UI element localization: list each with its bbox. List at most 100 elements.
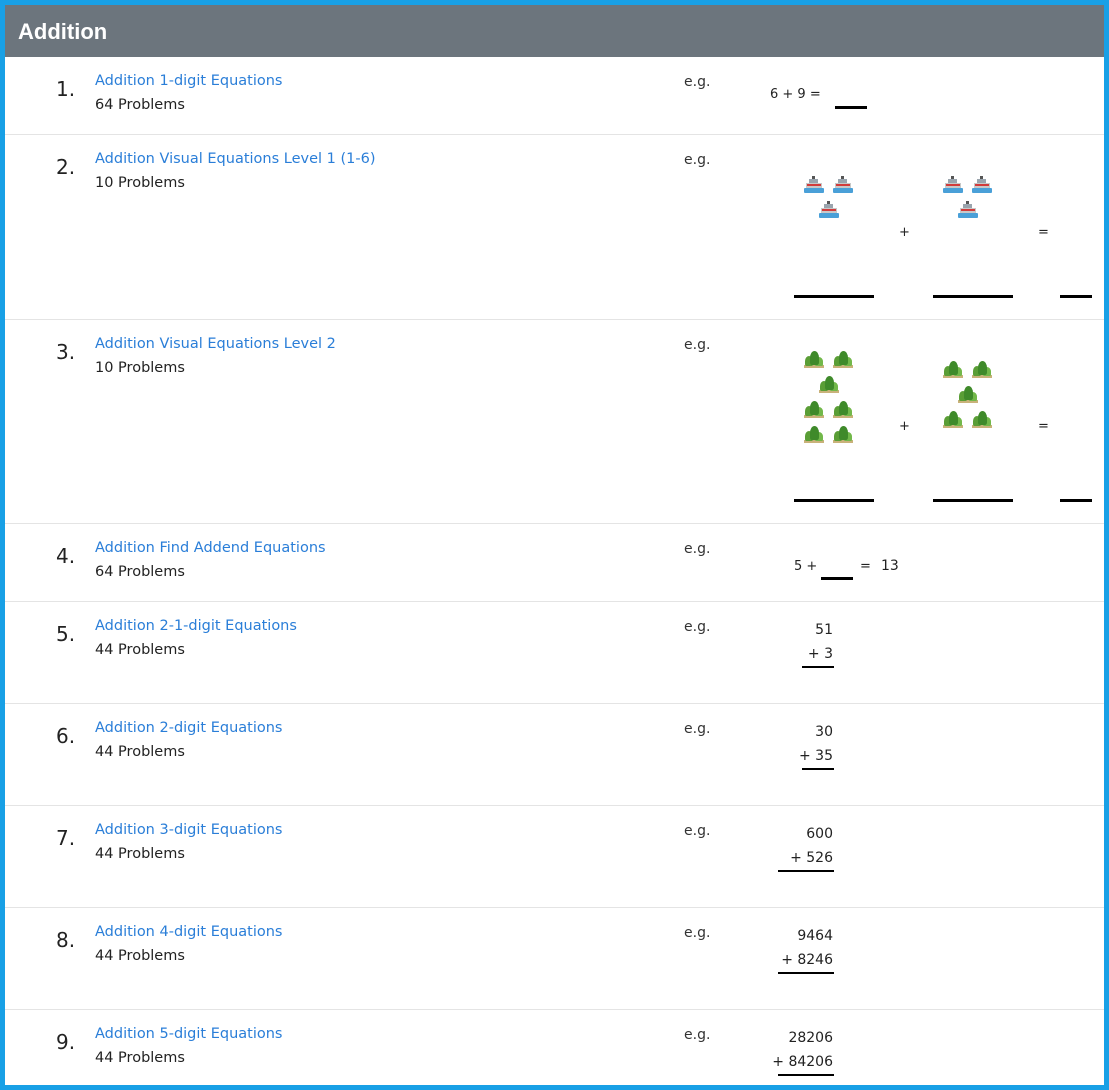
- bush-icon: [804, 423, 824, 443]
- problem-link[interactable]: Addition 3-digit Equations: [95, 822, 283, 838]
- ship-icon: [833, 173, 853, 193]
- problem-count: 64 Problems: [95, 97, 185, 113]
- left-addend-picture: [804, 348, 860, 448]
- problem-row: 1. Addition 1-digit Equations 64 Problem…: [5, 57, 1104, 135]
- problem-number: 3.: [56, 340, 76, 364]
- bush-icon: [804, 398, 824, 418]
- bush-icon: [972, 358, 992, 378]
- problem-number: 2.: [56, 155, 76, 179]
- answer-blank: [1060, 295, 1092, 298]
- bush-icon: [833, 398, 853, 418]
- problem-count: 10 Problems: [95, 175, 185, 191]
- answer-blank: [933, 499, 1013, 502]
- answer-blank: [821, 577, 853, 580]
- section-header: Addition: [5, 5, 1104, 57]
- equals-sign: =: [1038, 225, 1049, 240]
- top-operand: 30: [815, 724, 833, 740]
- answer-blank: [794, 295, 874, 298]
- ship-icon: [804, 173, 824, 193]
- problem-count: 44 Problems: [95, 846, 185, 862]
- problem-number: 8.: [56, 928, 76, 952]
- answer-blank: [835, 106, 867, 109]
- example-label: e.g.: [684, 925, 711, 941]
- example-label: e.g.: [684, 823, 711, 839]
- problem-row: 7. Addition 3-digit Equations 44 Problem…: [5, 806, 1104, 908]
- problem-row: 5. Addition 2-1-digit Equations 44 Probl…: [5, 602, 1104, 704]
- example-equation: 6 + 9 =: [770, 87, 821, 102]
- problem-row: 9. Addition 5-digit Equations 44 Problem…: [5, 1010, 1104, 1085]
- sum-line: [778, 870, 834, 872]
- plus-sign: +: [899, 419, 910, 434]
- sum-line: [778, 1074, 834, 1076]
- problem-count: 44 Problems: [95, 744, 185, 760]
- example-label: e.g.: [684, 337, 711, 353]
- bush-icon: [818, 373, 839, 393]
- bottom-operand: + 35: [799, 748, 833, 764]
- problem-row: 8. Addition 4-digit Equations 44 Problem…: [5, 908, 1104, 1010]
- problem-number: 5.: [56, 622, 76, 646]
- answer-blank: [933, 295, 1013, 298]
- right-addend-picture: [943, 358, 999, 438]
- example-label: e.g.: [684, 619, 711, 635]
- bottom-operand: + 526: [790, 850, 833, 866]
- bush-icon: [943, 408, 963, 428]
- sum-line: [802, 768, 834, 770]
- problem-number: 4.: [56, 544, 76, 568]
- problem-link[interactable]: Addition 2-1-digit Equations: [95, 618, 297, 634]
- bush-icon: [957, 383, 978, 403]
- right-addend-picture: [943, 173, 999, 233]
- problem-link[interactable]: Addition 1-digit Equations: [95, 73, 283, 89]
- problem-link[interactable]: Addition Find Addend Equations: [95, 540, 326, 556]
- sum-line: [802, 666, 834, 668]
- bottom-operand: + 84206: [772, 1054, 833, 1070]
- sum-line: [778, 972, 834, 974]
- bush-icon: [943, 358, 963, 378]
- example-label: e.g.: [684, 152, 711, 168]
- example-left-operand: 5 +: [794, 559, 818, 574]
- problem-number: 1.: [56, 77, 76, 101]
- answer-blank: [794, 499, 874, 502]
- problem-number: 6.: [56, 724, 76, 748]
- problem-count: 44 Problems: [95, 948, 185, 964]
- bottom-operand: + 3: [807, 646, 833, 662]
- problem-number: 9.: [56, 1030, 76, 1054]
- problem-link[interactable]: Addition 5-digit Equations: [95, 1026, 283, 1042]
- bush-icon: [833, 423, 853, 443]
- problem-link[interactable]: Addition Visual Equations Level 1 (1-6): [95, 151, 376, 167]
- ship-icon: [972, 173, 992, 193]
- equals-sign: =: [1038, 419, 1049, 434]
- problem-count: 44 Problems: [95, 642, 185, 658]
- example-label: e.g.: [684, 1027, 711, 1043]
- top-operand: 9464: [797, 928, 833, 944]
- top-operand: 51: [815, 622, 833, 638]
- problem-link[interactable]: Addition 2-digit Equations: [95, 720, 283, 736]
- problem-count: 10 Problems: [95, 360, 185, 376]
- example-label: e.g.: [684, 541, 711, 557]
- left-addend-picture: [804, 173, 860, 233]
- example-result: 13: [881, 558, 899, 574]
- problem-row: 4. Addition Find Addend Equations 64 Pro…: [5, 524, 1104, 602]
- problem-row: 6. Addition 2-digit Equations 44 Problem…: [5, 704, 1104, 806]
- ship-icon: [818, 198, 839, 218]
- problem-link[interactable]: Addition 4-digit Equations: [95, 924, 283, 940]
- top-operand: 28206: [788, 1030, 833, 1046]
- problem-number: 7.: [56, 826, 76, 850]
- bottom-operand: + 8246: [781, 952, 833, 968]
- bush-icon: [972, 408, 992, 428]
- answer-blank: [1060, 499, 1092, 502]
- problem-count: 44 Problems: [95, 1050, 185, 1066]
- problem-link[interactable]: Addition Visual Equations Level 2: [95, 336, 336, 352]
- example-label: e.g.: [684, 721, 711, 737]
- example-label: e.g.: [684, 74, 711, 90]
- equals-sign: =: [860, 559, 871, 574]
- ship-icon: [957, 198, 978, 218]
- problem-row: 3. Addition Visual Equations Level 2 10 …: [5, 320, 1104, 524]
- ship-icon: [943, 173, 963, 193]
- bush-icon: [804, 348, 824, 368]
- top-operand: 600: [806, 826, 833, 842]
- problem-row: 2. Addition Visual Equations Level 1 (1-…: [5, 135, 1104, 320]
- bush-icon: [833, 348, 853, 368]
- plus-sign: +: [899, 225, 910, 240]
- problem-count: 64 Problems: [95, 564, 185, 580]
